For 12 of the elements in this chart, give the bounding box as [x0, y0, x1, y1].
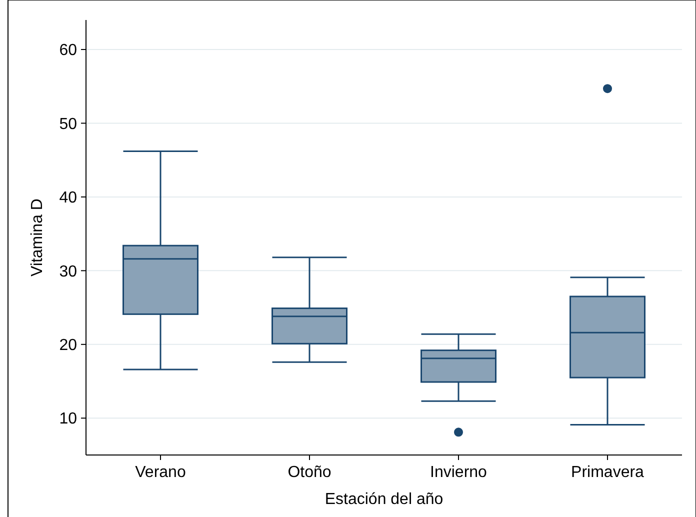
x-tick-label: Verano — [135, 464, 186, 481]
y-tick-label: 60 — [59, 42, 78, 60]
y-tick-label: 30 — [59, 263, 78, 280]
x-tick-label: Invierno — [430, 464, 488, 481]
x-tick-label: Otoño — [288, 464, 332, 481]
x-tick-label: Primavera — [571, 464, 644, 481]
y-tick-label: 20 — [59, 337, 78, 354]
y-tick-label: 10 — [59, 410, 78, 428]
y-tick-label: 50 — [59, 116, 78, 133]
x-axis-title: Estación del año — [324, 491, 444, 508]
y-axis-title: Vitamina D — [29, 198, 46, 276]
y-tick-label: 40 — [59, 190, 78, 207]
